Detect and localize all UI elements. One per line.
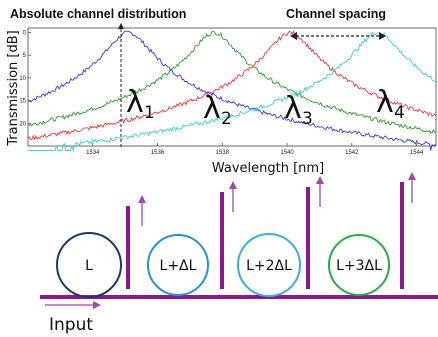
left-title: Absolute channel distribution — [10, 7, 186, 21]
axis-ticks: 1534 1536 1538 1540 1542 1544 0 5 10 15 20 — [19, 31, 424, 156]
x-tick-label: 1544 — [410, 150, 424, 156]
drop-bar — [306, 187, 310, 289]
y-tick-label: 15 — [19, 99, 26, 105]
ring-resonator-1: L — [56, 232, 122, 298]
y-tick-label: 10 — [19, 76, 26, 82]
ring-circle — [328, 234, 390, 296]
resonance-curve-3 — [27, 30, 437, 141]
spacing-arrowhead-right — [379, 32, 386, 40]
lambda-subscript-3: 3 — [302, 109, 313, 129]
drop-bar — [126, 206, 130, 289]
output-arrowhead — [408, 172, 416, 180]
ring-label: L — [85, 258, 93, 274]
lambda-label-3: λ — [284, 91, 302, 126]
lambda-subscript-4: 4 — [394, 103, 405, 123]
ring-circle — [56, 232, 122, 298]
ring-label: L+3ΔL — [336, 258, 382, 274]
lambda-label-4: λ — [376, 85, 394, 120]
marker-arrowhead — [118, 23, 124, 29]
resonance-curve-1 — [27, 30, 437, 151]
y-tick-label: 5 — [23, 53, 27, 59]
drop-waveguide-1 — [126, 195, 146, 289]
ring-resonator-3: L+2ΔL — [237, 233, 301, 297]
x-tick-label: 1542 — [345, 150, 359, 156]
series-group — [27, 30, 437, 153]
ring-circle — [237, 233, 301, 297]
x-tick-label: 1536 — [151, 150, 165, 156]
bus-waveguide — [40, 295, 438, 299]
lambda-label-1: λ — [126, 85, 144, 120]
lambda-label-2: λ — [203, 91, 221, 126]
lambda-subscript-1: 1 — [144, 103, 155, 123]
ring-label: L+ΔL — [160, 258, 197, 274]
drop-waveguide-2 — [220, 181, 237, 289]
y-tick-label: 0 — [23, 31, 27, 37]
lambda-subscript-2: 2 — [221, 109, 232, 129]
resonance-curve-4 — [28, 31, 437, 153]
drop-bar — [400, 182, 404, 289]
input-label: Input — [49, 315, 93, 335]
y-tick-label: 20 — [19, 121, 26, 127]
drop-waveguide-4 — [400, 172, 416, 289]
right-title: Channel spacing — [286, 7, 386, 21]
x-axis-label: Wavelength [nm] — [212, 161, 324, 176]
y-axis-label: Transmission [dB] — [6, 30, 21, 146]
output-arrowhead — [138, 195, 146, 203]
output-arrowhead — [229, 181, 237, 189]
resonance-curve-2 — [27, 30, 437, 134]
ring-label: L+2ΔL — [246, 258, 292, 274]
spacing-arrowhead-left — [290, 32, 297, 40]
output-arrowhead — [316, 176, 324, 184]
x-tick-label: 1534 — [86, 150, 100, 156]
x-tick-label: 1540 — [280, 150, 294, 156]
input-arrowhead — [93, 301, 101, 309]
drop-waveguide-3 — [306, 176, 324, 289]
ring-resonator-4: L+3ΔL — [328, 234, 390, 296]
plot-frame — [27, 27, 437, 147]
drop-bar — [220, 192, 224, 289]
ring-resonator-2: L+ΔL — [147, 234, 209, 296]
x-tick-label: 1538 — [216, 150, 230, 156]
ring-circle — [147, 234, 209, 296]
